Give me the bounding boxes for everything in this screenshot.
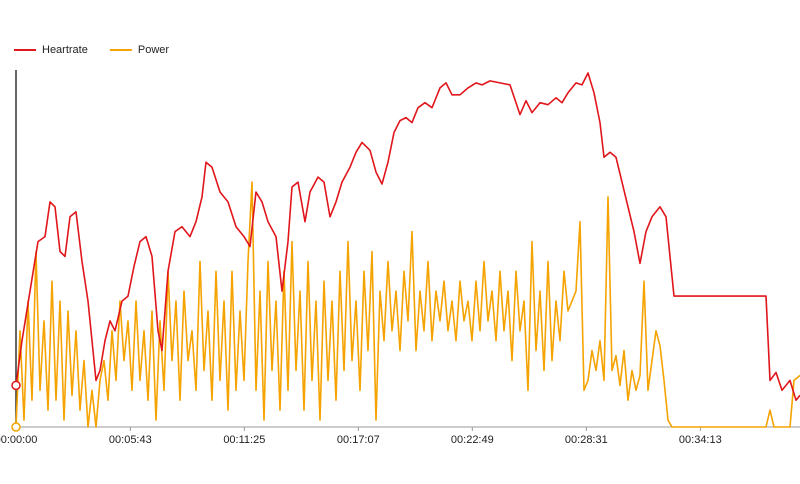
- x-tick-label: 00:05:43: [109, 434, 152, 446]
- start-marker: [11, 380, 21, 391]
- series-line: [15, 181, 800, 428]
- x-tick-label: 00:34:13: [679, 434, 722, 446]
- series-line: [15, 72, 800, 401]
- x-tick-label: 00:17:07: [337, 434, 380, 446]
- legend-label: Power: [138, 44, 170, 56]
- legend-label: Heartrate: [42, 44, 88, 56]
- x-tick-label: 00:22:49: [451, 434, 494, 446]
- x-tick-label: 00:00:00: [0, 434, 37, 446]
- start-marker: [11, 422, 21, 432]
- x-tick-label: 00:28:31: [565, 434, 608, 446]
- x-tick-label: 00:11:25: [223, 434, 265, 446]
